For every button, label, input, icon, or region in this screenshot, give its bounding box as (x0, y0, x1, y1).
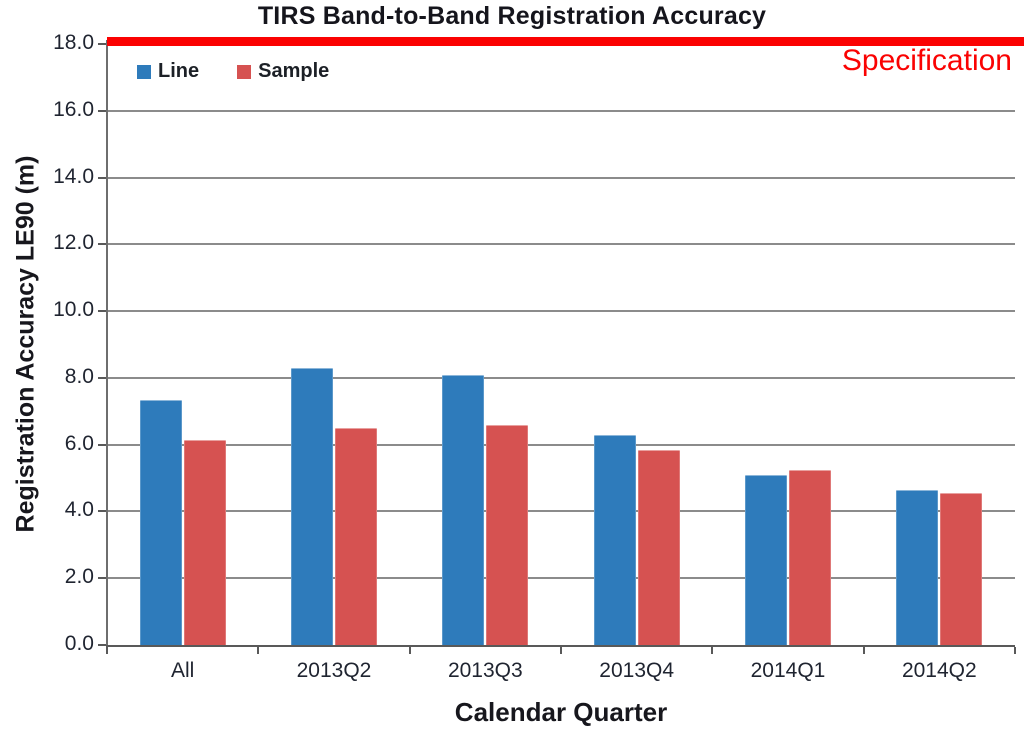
y-axis-tick-label: 6.0 (64, 431, 94, 455)
x-axis-line (106, 645, 1015, 647)
y-axis-tick-label: 12.0 (53, 231, 94, 255)
gridline (107, 577, 1015, 580)
y-axis-tick (98, 176, 107, 179)
y-axis-tick-label: 14.0 (53, 164, 94, 188)
bar-line (139, 399, 182, 645)
bar-line (593, 434, 636, 645)
legend-swatch-icon (237, 64, 252, 79)
bar-line (745, 474, 787, 645)
bar-sample (486, 424, 529, 645)
x-axis-tick (862, 647, 865, 654)
gridline (107, 109, 1015, 112)
y-axis-tick-label: 0.0 (64, 632, 94, 655)
legend-item-sample: Sample (237, 60, 329, 83)
x-axis-tick (408, 647, 411, 654)
y-axis-tick (98, 310, 107, 313)
gridline (107, 510, 1015, 513)
gridline (107, 243, 1015, 246)
gridline (107, 310, 1015, 313)
bar-line (896, 489, 939, 645)
gridline (107, 376, 1015, 379)
chart-title: TIRS Band-to-Band Registration Accuracy (257, 2, 767, 30)
legend-label: Sample (258, 60, 330, 82)
x-axis-tick (106, 647, 108, 654)
x-axis-tick (1014, 647, 1016, 654)
y-axis-tick-label: 4.0 (64, 498, 94, 522)
y-axis-tick (98, 243, 107, 246)
x-axis-category-label: 2013Q3 (447, 659, 523, 682)
y-axis-tick-label: 8.0 (64, 364, 94, 388)
y-axis-line (106, 40, 108, 647)
x-axis-category-label: 2014Q1 (750, 659, 826, 682)
specification-line (107, 37, 1024, 46)
y-axis-title: Registration Accuracy LE90 (m) (11, 155, 40, 533)
x-axis-category-label: 2013Q2 (296, 659, 372, 682)
x-axis-tick (711, 647, 714, 654)
x-axis-title: Calendar Quarter (454, 697, 668, 727)
bar-sample (335, 427, 377, 645)
bar-sample (789, 469, 831, 645)
bar-sample (940, 493, 983, 645)
x-axis-tick (257, 647, 260, 654)
legend-swatch-icon (137, 64, 151, 79)
y-axis-tick (98, 443, 107, 446)
gridline (107, 443, 1015, 446)
x-axis-tick (560, 647, 562, 654)
bar-line (291, 367, 333, 645)
y-axis-tick (98, 376, 107, 379)
specification-label: Specification (841, 44, 1012, 77)
gridline (107, 176, 1015, 179)
x-axis-category-label: 2013Q4 (599, 659, 675, 682)
y-axis-tick (98, 109, 107, 112)
bar-line (442, 374, 485, 645)
y-axis-tick-label: 10.0 (53, 298, 94, 322)
y-axis-tick-label: 18.0 (53, 31, 94, 54)
bar-sample (637, 449, 680, 645)
legend-item-line: Line (137, 60, 199, 83)
y-axis-tick-label: 2.0 (64, 565, 94, 589)
legend-label: Line (158, 60, 200, 82)
y-axis-tick (98, 43, 107, 45)
y-axis-tick (98, 577, 107, 580)
x-axis-category-label: All (170, 659, 195, 682)
bar-sample (183, 439, 226, 645)
y-axis-tick (98, 644, 107, 646)
x-axis-category-label: 2014Q2 (901, 659, 977, 682)
legend: Line Sample (137, 60, 329, 83)
y-axis-tick-label: 16.0 (53, 97, 94, 121)
y-axis-tick (98, 510, 107, 513)
